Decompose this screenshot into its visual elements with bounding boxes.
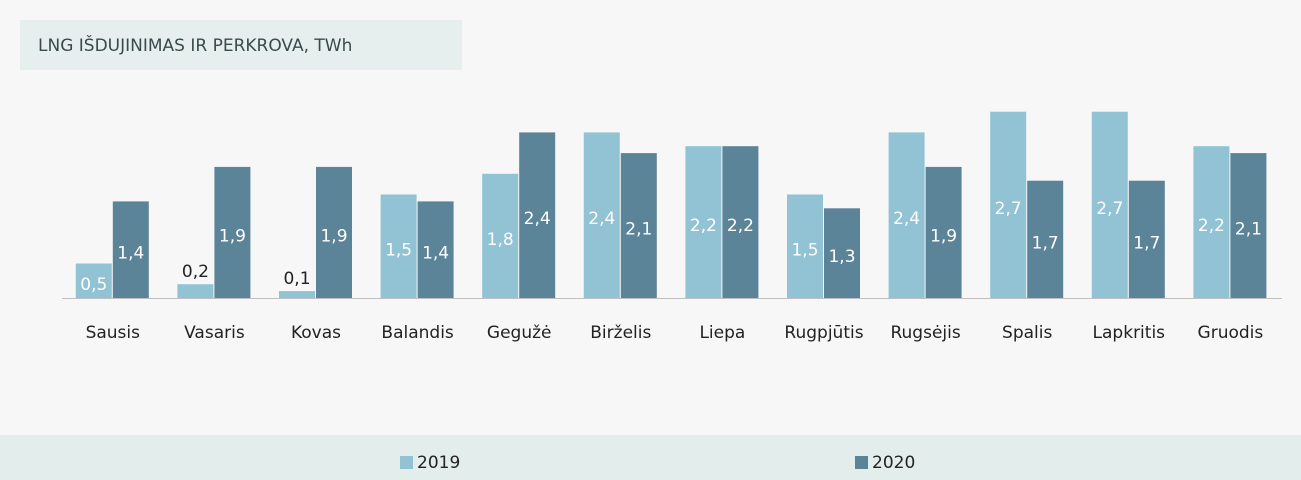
data-label: 1,9 [320, 226, 347, 246]
data-label: 2,2 [690, 216, 717, 236]
data-label: 1,7 [1133, 233, 1160, 253]
data-label: 2,1 [1235, 220, 1262, 240]
data-label: 2,7 [995, 199, 1022, 219]
title-box [20, 20, 462, 70]
x-tick-label: Vasaris [184, 323, 245, 343]
bar [214, 166, 251, 298]
x-tick-label: Rugpjūtis [784, 323, 863, 343]
bar [925, 166, 962, 298]
bar [990, 111, 1027, 298]
x-tick-label: Kovas [291, 323, 341, 343]
bar [583, 132, 620, 298]
legend-band [0, 435, 1301, 480]
bar [177, 284, 214, 298]
data-label: 1,8 [487, 230, 514, 250]
legend-swatch [855, 456, 868, 469]
bar [722, 146, 759, 298]
x-tick-label: Gegužė [487, 323, 552, 343]
data-label: 2,1 [625, 220, 652, 240]
data-label: 0,5 [80, 275, 107, 295]
data-label: 2,2 [727, 216, 754, 236]
data-label: 1,9 [930, 226, 957, 246]
bar [519, 132, 556, 298]
x-tick-label: Balandis [381, 323, 454, 343]
bar [787, 194, 823, 298]
bar [888, 132, 925, 298]
data-label: 0,1 [283, 269, 310, 289]
legend-label: 2019 [417, 453, 460, 473]
data-label: 1,5 [791, 240, 818, 260]
data-label: 2,2 [1198, 216, 1225, 236]
x-tick-label: Rugsėjis [890, 323, 960, 343]
bar [1128, 180, 1165, 298]
x-tick-label: Liepa [699, 323, 745, 343]
data-label: 1,4 [117, 244, 144, 264]
bar [380, 194, 417, 298]
bar [112, 201, 149, 298]
bar [1230, 153, 1267, 298]
legend-swatch [400, 456, 413, 469]
bar [316, 166, 352, 298]
chart-title: LNG IŠDUJINIMAS IR PERKROVA, TWh [38, 34, 352, 56]
legend-label: 2020 [872, 453, 915, 473]
x-tick-label: Spalis [1002, 323, 1052, 343]
bar [482, 173, 519, 298]
x-tick-label: Birželis [590, 323, 651, 343]
x-tick-label: Sausis [86, 323, 141, 343]
bar [1193, 146, 1230, 298]
bar [1027, 180, 1064, 298]
data-label: 2,4 [524, 209, 551, 229]
x-tick-label: Lapkritis [1093, 323, 1166, 343]
data-label: 0,2 [182, 262, 209, 282]
bar [824, 208, 860, 298]
data-label: 2,4 [588, 209, 615, 229]
bar [417, 201, 454, 298]
data-label: 2,4 [893, 209, 920, 229]
data-label: 1,5 [385, 240, 412, 260]
bar [279, 291, 315, 298]
x-tick-label: Gruodis [1198, 323, 1264, 343]
bar [1091, 111, 1128, 298]
bar [75, 263, 112, 298]
data-label: 1,3 [828, 247, 855, 267]
bar [620, 153, 657, 298]
data-label: 2,7 [1096, 199, 1123, 219]
data-label: 1,7 [1032, 233, 1059, 253]
data-label: 1,4 [422, 244, 449, 264]
data-label: 1,9 [219, 226, 246, 246]
bar [685, 146, 722, 298]
